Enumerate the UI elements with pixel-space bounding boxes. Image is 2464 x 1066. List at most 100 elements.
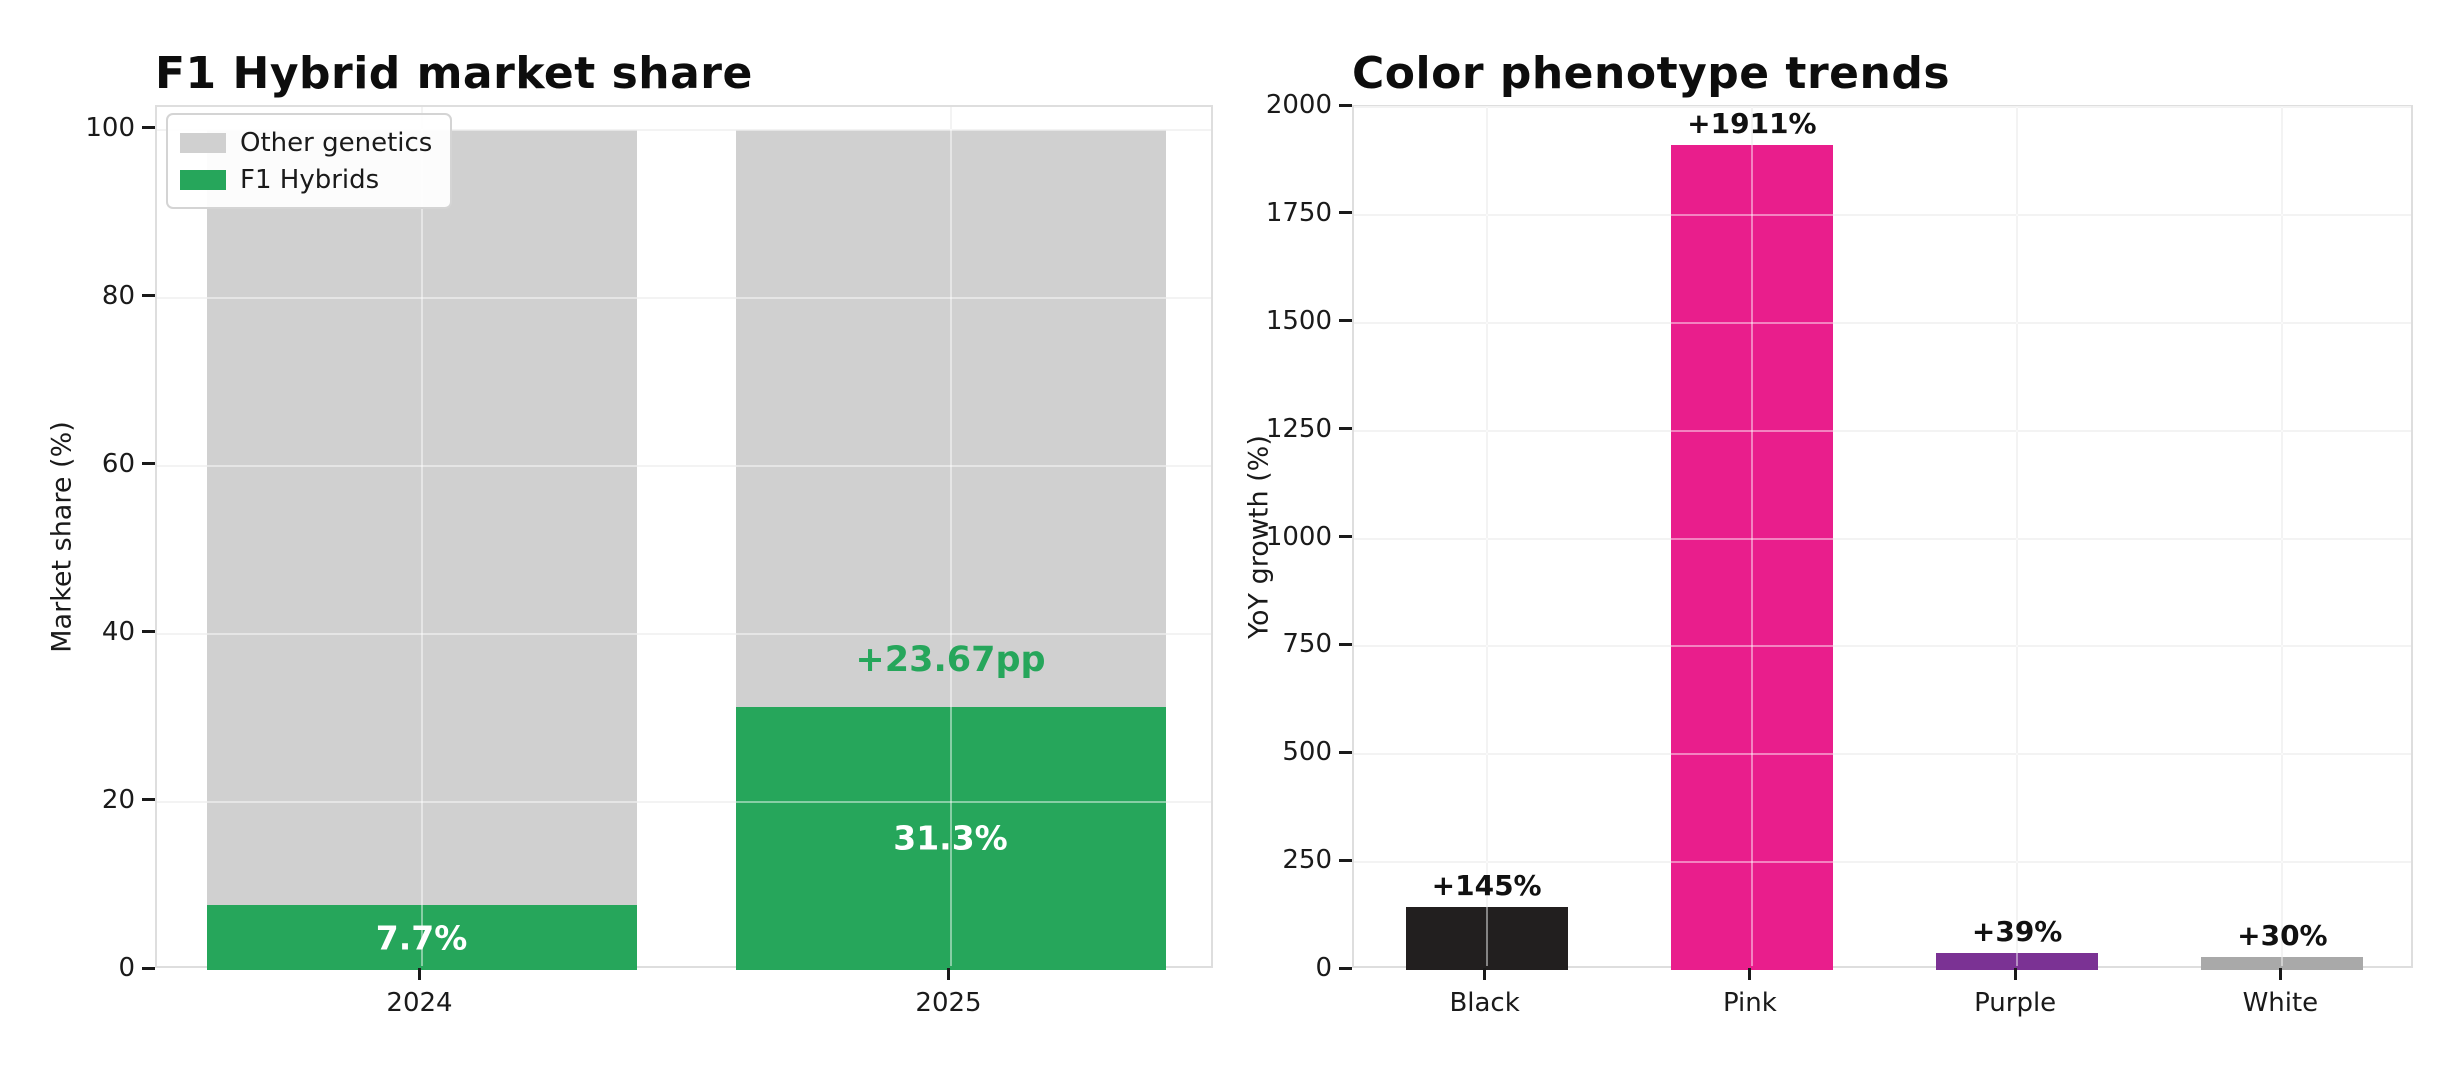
bar-value-label-purple: +39% <box>1971 915 2063 949</box>
x-tick-label-black: Black <box>1449 988 1520 1018</box>
y-tick-mark <box>1339 427 1352 431</box>
y-tick-label: 2000 <box>1265 90 1332 120</box>
gridline-h-overlay <box>1354 753 2411 756</box>
bar-2025-f1-hybrids <box>735 706 1166 970</box>
gridline-h <box>1354 321 2411 324</box>
y-tick-mark <box>1339 319 1352 323</box>
y-tick-label: 750 <box>1282 629 1332 660</box>
chart-title-market-share: F1 Hybrid market share <box>155 48 753 99</box>
bar-pink <box>1670 145 1833 970</box>
y-tick-mark <box>1339 966 1352 970</box>
x-tick-mark <box>418 968 421 980</box>
y-tick-mark <box>142 462 155 466</box>
bar-white <box>2201 957 2364 970</box>
y-tick-label: 0 <box>118 953 135 983</box>
gridline-h-overlay <box>1354 861 2411 864</box>
y-tick-mark <box>1339 535 1352 538</box>
gridline-h <box>157 128 1211 131</box>
legend-item-other-genetics: Other genetics <box>180 124 432 161</box>
gridline-h <box>157 632 1211 635</box>
annotation-label: +23.67pp <box>855 639 1046 680</box>
gridline-h <box>1354 753 2411 756</box>
y-tick-label: 20 <box>101 784 135 815</box>
y-tick-mark <box>1339 750 1352 754</box>
gridline-h-overlay <box>157 128 1211 131</box>
gridline-h <box>157 296 1211 299</box>
gridline-v-purple <box>2016 107 2019 966</box>
gridline-h <box>157 464 1211 467</box>
gridline-v-overlay-2025 <box>949 107 952 966</box>
bar-2024-other-genetics <box>206 129 637 906</box>
y-tick-mark <box>1339 103 1352 107</box>
y-tick-label: 1000 <box>1265 521 1332 552</box>
gridline-v-overlay-pink <box>1750 107 1753 966</box>
legend-swatch-f1-hybrids <box>180 169 226 190</box>
gridline-h <box>1354 106 2411 108</box>
x-tick-label-2024: 2024 <box>386 988 453 1018</box>
x-tick-label-2025: 2025 <box>915 988 982 1018</box>
x-tick-mark <box>947 968 950 980</box>
y-tick-mark <box>1339 642 1352 646</box>
y-tick-mark <box>142 966 155 970</box>
gridline-h-overlay <box>157 296 1211 299</box>
legend-swatch-other-genetics <box>180 132 226 153</box>
x-tick-mark <box>1748 968 1752 980</box>
y-tick-label: 250 <box>1282 845 1332 876</box>
legend-label-other-genetics: Other genetics <box>240 127 433 158</box>
gridline-h-overlay <box>1354 429 2411 432</box>
y-tick-label: 100 <box>85 112 135 143</box>
x-tick-label-white: White <box>2242 988 2319 1018</box>
gridline-v-black <box>1485 107 1488 966</box>
y-tick-label: 1750 <box>1265 197 1332 228</box>
y-tick-label: 1250 <box>1265 413 1332 444</box>
x-tick-mark <box>2278 968 2282 980</box>
legend-item-f1-hybrids: F1 Hybrids <box>180 161 432 198</box>
gridline-h-overlay <box>157 800 1211 803</box>
x-tick-mark <box>1483 968 1487 980</box>
legend-label-f1-hybrids: F1 Hybrids <box>240 164 380 195</box>
y-tick-mark <box>1339 211 1352 215</box>
bar-value-label-2024: 7.7% <box>375 918 468 958</box>
gridline-h-overlay <box>1354 321 2411 324</box>
gridline-h-overlay <box>1354 213 2411 216</box>
y-tick-label: 0 <box>1315 953 1332 983</box>
y-tick-mark <box>142 798 155 802</box>
gridline-h-overlay <box>157 464 1211 467</box>
y-tick-label: 1500 <box>1265 305 1332 336</box>
bar-value-label-white: +30% <box>2237 919 2328 953</box>
gridline-h-overlay <box>1354 106 2411 108</box>
gridline-v-overlay-purple <box>2016 107 2019 966</box>
plot-area-market-share: 7.7% 31.3% +23.67pp <box>155 105 1213 970</box>
y-tick-mark <box>142 630 155 634</box>
plot-area-color-phenotype: +145% +1911% +39% +30% <box>1352 105 2413 970</box>
y-tick-mark <box>1339 858 1352 862</box>
y-tick-label: 40 <box>101 616 135 647</box>
gridline-v-overlay-2024 <box>420 107 423 966</box>
gridline-h <box>1354 861 2411 864</box>
gridline-v-white <box>2281 107 2284 966</box>
bar-purple <box>1936 953 2099 970</box>
y-tick-label: 80 <box>101 280 135 311</box>
bar-value-label-black: +145% <box>1431 869 1542 903</box>
bar-2024-f1-hybrids <box>206 905 637 970</box>
bar-black <box>1405 907 1568 970</box>
bar-2025-other-genetics <box>735 129 1166 707</box>
gridline-h <box>1354 645 2411 648</box>
x-tick-label-pink: Pink <box>1722 988 1777 1018</box>
gridline-h-overlay <box>157 632 1211 635</box>
legend: Other genetics F1 Hybrids <box>166 113 453 209</box>
bar-value-label-pink: +1911% <box>1687 107 1817 141</box>
gridline-h <box>1354 429 2411 432</box>
y-tick-mark <box>142 126 155 130</box>
y-tick-label: 60 <box>101 448 135 479</box>
gridline-v-overlay-white <box>2281 107 2284 966</box>
x-tick-label-purple: Purple <box>1974 988 2057 1018</box>
y-tick-label: 500 <box>1282 737 1332 768</box>
gridline-h-overlay <box>1354 537 2411 540</box>
x-tick-mark <box>2013 968 2017 980</box>
bar-value-label-2025: 31.3% <box>893 818 1008 858</box>
gridline-h <box>1354 537 2411 540</box>
